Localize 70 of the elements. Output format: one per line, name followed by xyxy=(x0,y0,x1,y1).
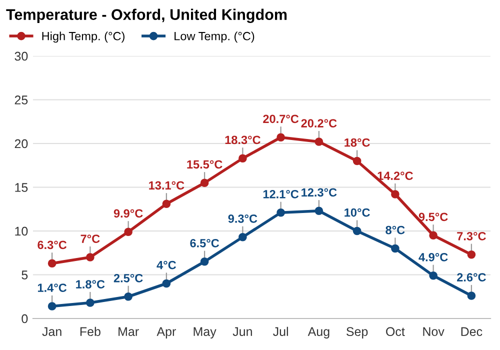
point xyxy=(276,133,285,142)
point xyxy=(429,271,438,280)
point xyxy=(467,250,476,259)
point xyxy=(391,244,400,253)
x-tick-label: Jun xyxy=(232,327,252,336)
point xyxy=(391,190,400,198)
x-tick-label: Feb xyxy=(80,326,100,336)
data-label: 18.3°C xyxy=(225,136,260,144)
data-label: 15.5°C xyxy=(187,160,222,169)
point xyxy=(276,208,285,217)
data-label: 12.3°C xyxy=(302,188,337,197)
data-label: 4°C xyxy=(156,260,176,270)
data-label: 1.8°C xyxy=(76,280,105,288)
point xyxy=(162,200,171,208)
data-label: 2.6°C xyxy=(457,273,486,282)
point xyxy=(124,292,132,301)
x-tick-label: Sep xyxy=(346,327,368,338)
chart-title: Temperature - Oxford, United Kingdom xyxy=(6,8,287,24)
data-label: 12.1°C xyxy=(263,190,299,198)
data-label: 6.3°C xyxy=(38,240,67,250)
y-tick-label: 15 xyxy=(15,183,28,192)
y-tick-label: 30 xyxy=(14,52,28,61)
y-tick-label: 0 xyxy=(22,314,28,324)
y-tick-label: 10 xyxy=(15,226,28,236)
x-tick-label: Jan xyxy=(42,327,62,336)
point xyxy=(200,178,209,188)
data-label: 7°C xyxy=(80,234,100,243)
point xyxy=(314,138,324,146)
point xyxy=(238,154,247,163)
x-tick-label: Apr xyxy=(156,327,176,338)
point xyxy=(314,206,324,216)
data-label: 8°C xyxy=(386,226,405,234)
data-label: 9.9°C xyxy=(114,209,143,218)
x-tick-label: Aug xyxy=(308,327,330,338)
x-tick-label: Nov xyxy=(423,327,444,336)
legend-label: Low Temp. (°C) xyxy=(174,32,254,43)
legend-label: High Temp. (°C) xyxy=(42,32,124,43)
point xyxy=(124,228,132,236)
data-label: 9.5°C xyxy=(418,212,448,222)
x-tick-label: Oct xyxy=(386,327,405,336)
data-label: 1.4°C xyxy=(38,284,67,292)
data-label: 6.5°C xyxy=(190,238,220,248)
x-tick-label: Dec xyxy=(461,327,482,336)
y-tick-label: 20 xyxy=(14,139,28,148)
y-tick-label: 5 xyxy=(22,270,28,280)
x-tick-label: May xyxy=(194,327,216,338)
data-label: 20.7°C xyxy=(263,114,299,124)
point xyxy=(352,156,362,166)
data-label: 18°C xyxy=(344,138,370,147)
point xyxy=(238,232,247,242)
point xyxy=(467,292,476,300)
data-label: 10°C xyxy=(344,208,370,217)
point xyxy=(429,231,438,240)
point xyxy=(86,298,94,307)
data-label: 9.3°C xyxy=(228,214,258,223)
data-label: 14.2°C xyxy=(378,172,413,180)
point xyxy=(162,279,171,288)
x-tick-label: Mar xyxy=(118,327,139,336)
data-label: 20.2°C xyxy=(301,119,337,128)
point xyxy=(86,253,94,262)
data-label: 2.5°C xyxy=(114,274,143,282)
data-label: 7.3°C xyxy=(457,232,486,240)
data-label: 13.1°C xyxy=(149,181,184,190)
point xyxy=(352,226,362,236)
x-tick-label: Jul xyxy=(273,326,288,336)
y-tick-label: 25 xyxy=(14,96,28,104)
data-label: 4.9°C xyxy=(418,252,448,262)
point xyxy=(48,259,56,268)
point xyxy=(200,257,209,266)
point xyxy=(48,302,56,310)
